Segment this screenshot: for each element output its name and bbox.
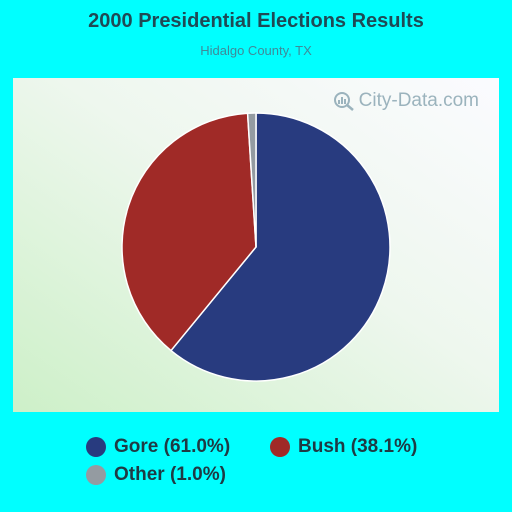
legend-swatch-other [86, 465, 106, 485]
legend-item-other: Other (1.0%) [86, 464, 226, 486]
watermark-text: City-Data.com [358, 90, 479, 111]
pie-slice-gore [169, 112, 391, 382]
pie-chart [121, 112, 391, 382]
pie-slice-other [246, 112, 257, 248]
legend-label-bush: Bush (38.1%) [298, 436, 418, 457]
watermark: City-Data.com [333, 90, 479, 112]
legend-label-gore: Gore (61.0%) [114, 436, 231, 457]
legend-swatch-bush [270, 437, 290, 457]
magnifier-chart-icon [333, 92, 354, 111]
pie-slice-bush [121, 112, 257, 352]
plot-area: City-Data.com [13, 78, 499, 412]
chart-title: 2000 Presidential Elections Results [88, 10, 424, 32]
legend-label-other: Other (1.0%) [114, 464, 226, 485]
legend-item-bush: Bush (38.1%) [270, 436, 417, 458]
legend-swatch-gore [86, 437, 106, 457]
legend-item-gore: Gore (61.0%) [86, 436, 230, 458]
chart-subtitle: Hidalgo County, TX [200, 43, 312, 58]
